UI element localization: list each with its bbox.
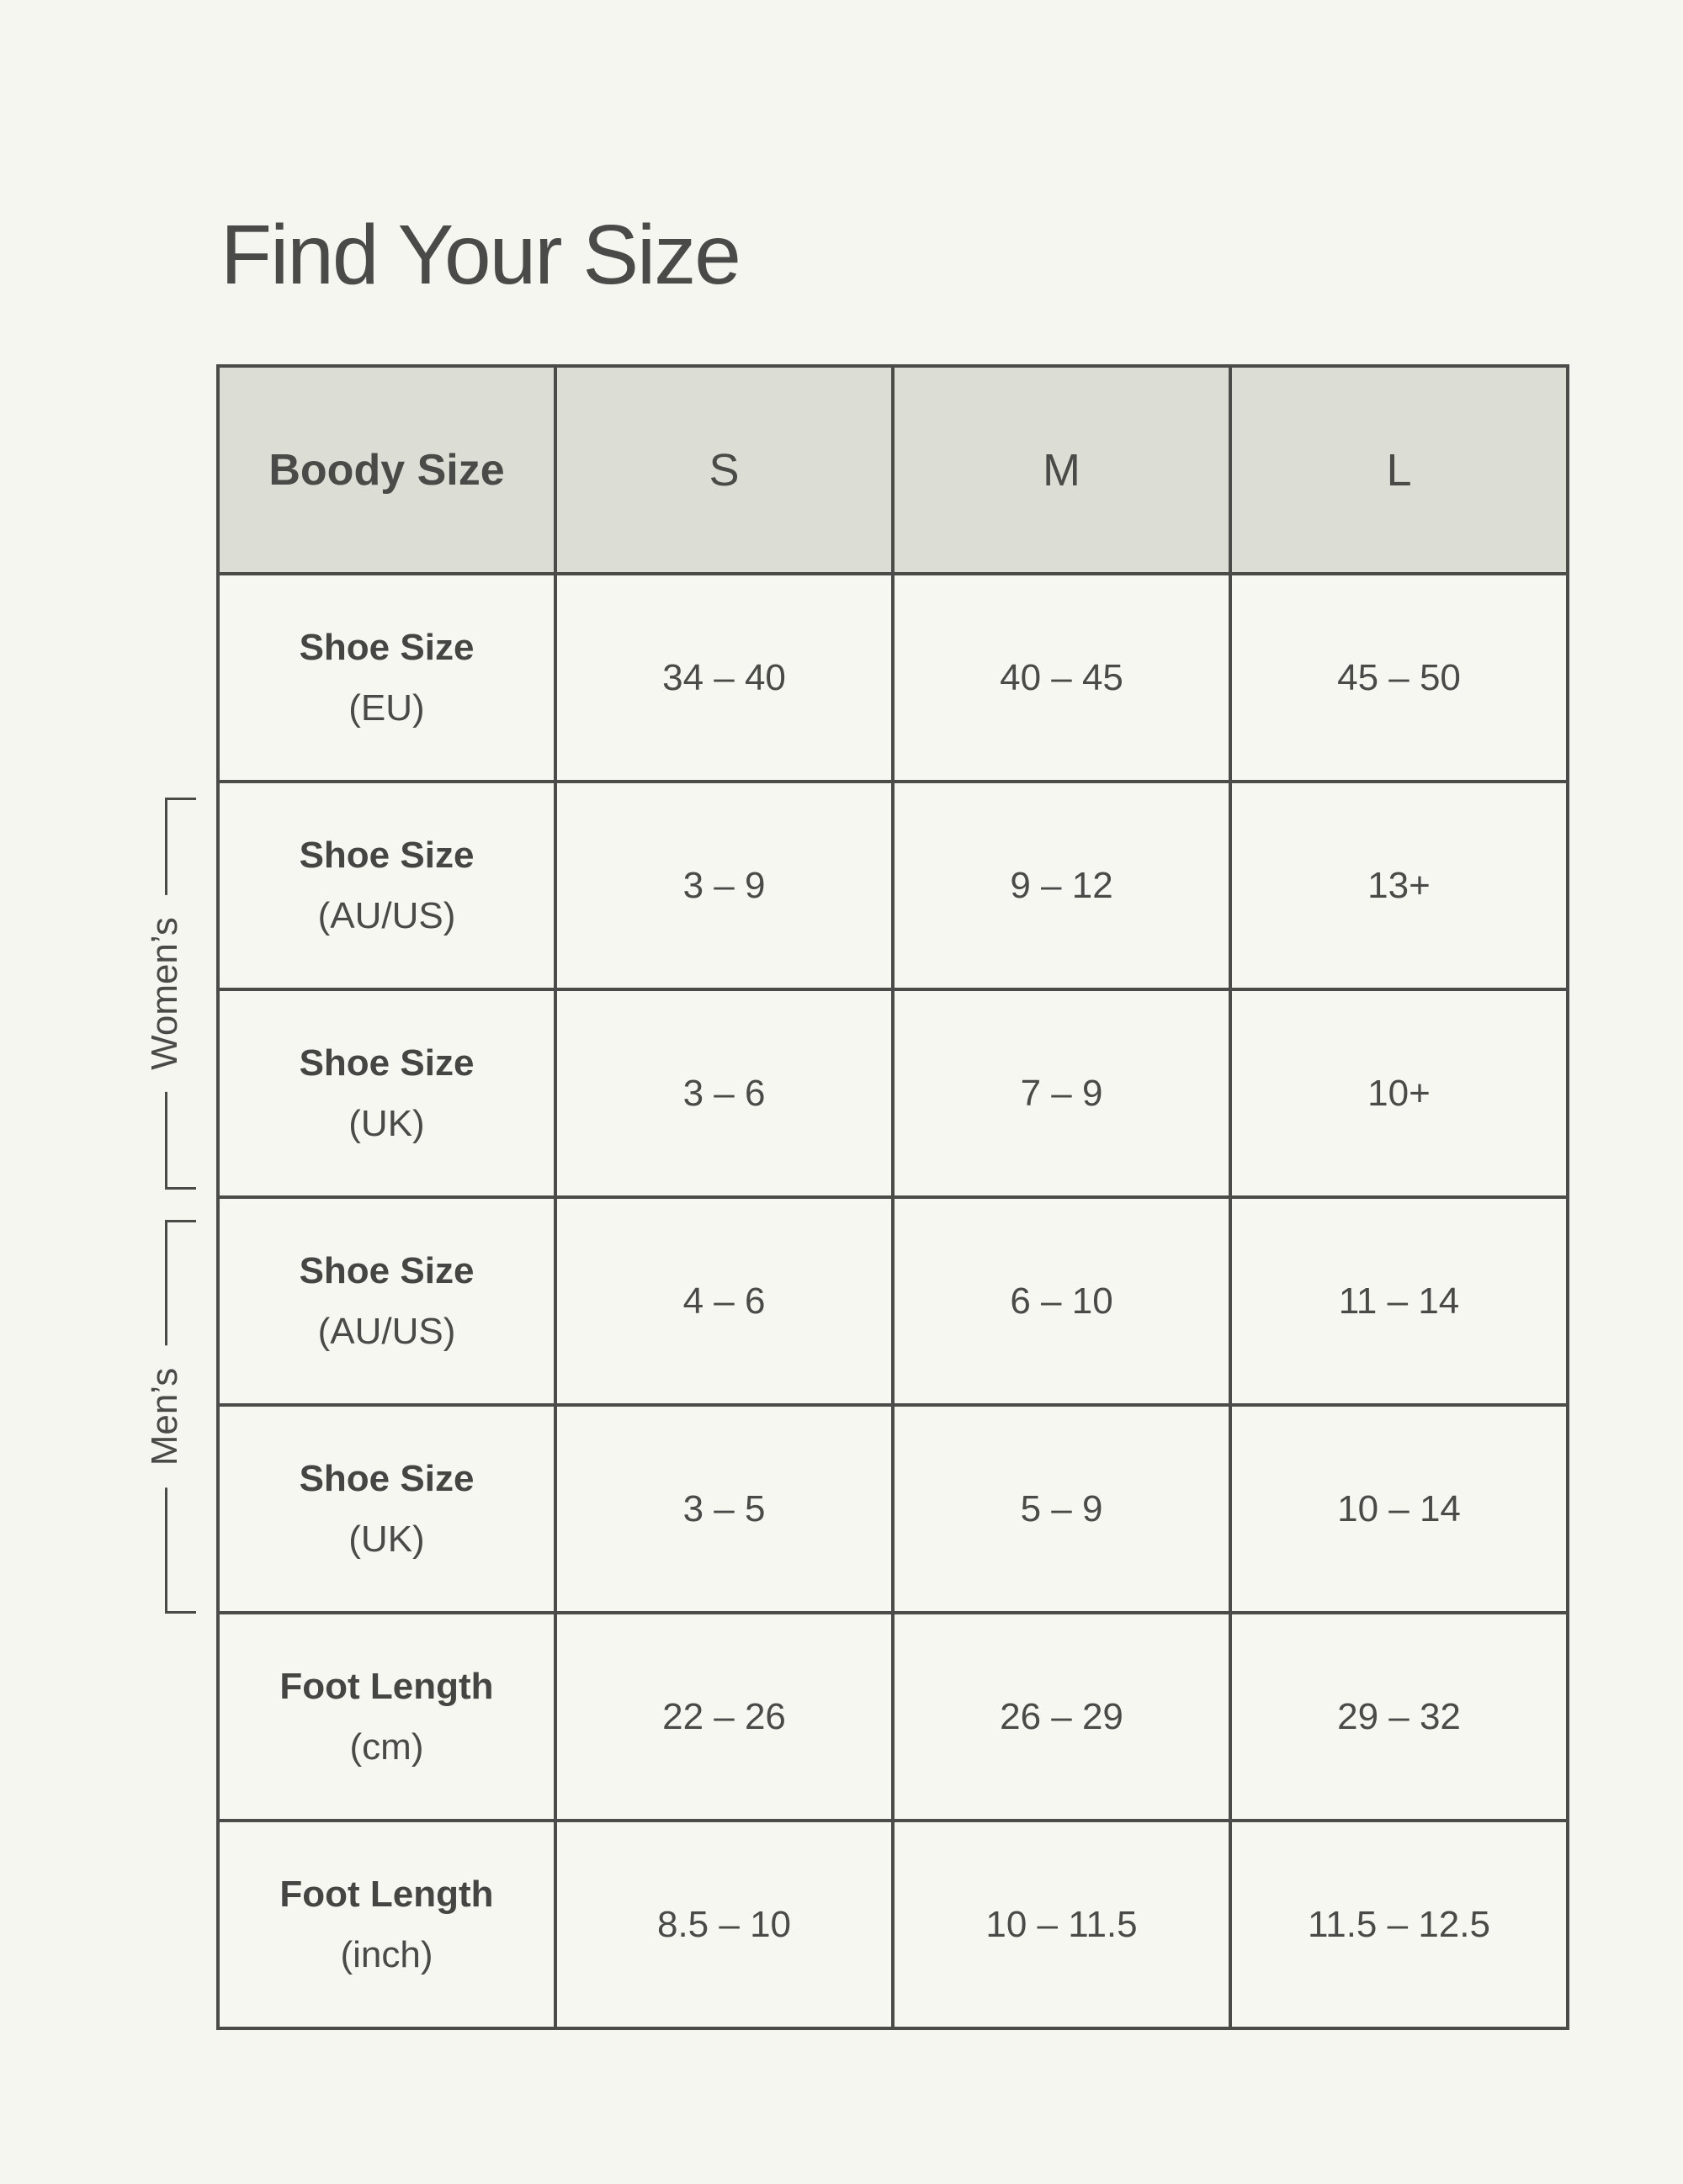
cell-value: 6 – 10 — [891, 1195, 1232, 1407]
row-shoe-size-uk-mens: Shoe Size (UK) 3 – 5 5 – 9 10 – 14 — [216, 1403, 1569, 1614]
cell-value: 3 – 9 — [554, 780, 895, 991]
cell-value: 29 – 32 — [1229, 1611, 1569, 1822]
size-chart-table: Boody Size S M L Shoe Size (EU) 34 – 40 … — [216, 364, 1569, 2030]
row-foot-length-cm: Foot Length (cm) 22 – 26 26 – 29 29 – 32 — [216, 1611, 1569, 1822]
row-shoe-size-auus-mens: Shoe Size (AU/US) 4 – 6 6 – 10 11 – 14 — [216, 1195, 1569, 1407]
cell-value: 7 – 9 — [891, 988, 1232, 1199]
mens-group-bracket: Men’s — [135, 1220, 196, 1614]
row-label-cell: Shoe Size (EU) — [216, 572, 557, 783]
row-unit: (AU/US) — [317, 894, 456, 936]
row-unit: (UK) — [348, 1518, 425, 1560]
cell-value: 11.5 – 12.5 — [1229, 1819, 1569, 2030]
cell-value: 4 – 6 — [554, 1195, 895, 1407]
header-cell-size-m: M — [891, 364, 1232, 575]
header-cell-size-l: L — [1229, 364, 1569, 575]
row-label: Foot Length — [279, 1666, 494, 1707]
row-label-cell: Shoe Size (UK) — [216, 988, 557, 1199]
row-unit: (cm) — [349, 1725, 424, 1768]
cell-value: 26 – 29 — [891, 1611, 1232, 1822]
row-unit: (inch) — [340, 1933, 433, 1975]
size-l-label: L — [1386, 444, 1412, 496]
cell-value: 9 – 12 — [891, 780, 1232, 991]
row-label: Shoe Size — [299, 835, 475, 876]
row-label-cell: Foot Length (cm) — [216, 1611, 557, 1822]
cell-value: 10 – 11.5 — [891, 1819, 1232, 2030]
header-cell-size-s: S — [554, 364, 895, 575]
womens-group-label: Women’s — [135, 895, 195, 1092]
row-unit: (EU) — [348, 686, 425, 729]
cell-value: 13+ — [1229, 780, 1569, 991]
cell-value: 40 – 45 — [891, 572, 1232, 783]
size-m-label: M — [1043, 444, 1080, 496]
cell-value: 3 – 5 — [554, 1403, 895, 1614]
cell-value: 11 – 14 — [1229, 1195, 1569, 1407]
womens-group-bracket: Women’s — [135, 798, 196, 1190]
cell-value: 34 – 40 — [554, 572, 895, 783]
row-shoe-size-auus-womens: Shoe Size (AU/US) 3 – 9 9 – 12 13+ — [216, 780, 1569, 991]
row-label-cell: Foot Length (inch) — [216, 1819, 557, 2030]
cell-value: 3 – 6 — [554, 988, 895, 1199]
row-unit: (AU/US) — [317, 1310, 456, 1352]
row-label-cell: Shoe Size (AU/US) — [216, 1195, 557, 1407]
header-row: Boody Size S M L — [216, 364, 1569, 575]
cell-value: 22 – 26 — [554, 1611, 895, 1822]
mens-group-label: Men’s — [135, 1345, 195, 1488]
row-shoe-size-eu: Shoe Size (EU) 34 – 40 40 – 45 45 – 50 — [216, 572, 1569, 783]
header-cell-boody-size: Boody Size — [216, 364, 557, 575]
row-unit: (UK) — [348, 1102, 425, 1144]
row-label-cell: Shoe Size (AU/US) — [216, 780, 557, 991]
row-label: Shoe Size — [299, 1458, 475, 1499]
row-label: Foot Length — [279, 1874, 494, 1915]
header-label: Boody Size — [268, 445, 505, 495]
size-s-label: S — [709, 444, 740, 496]
row-label: Shoe Size — [299, 627, 475, 668]
cell-value: 8.5 – 10 — [554, 1819, 895, 2030]
cell-value: 10+ — [1229, 988, 1569, 1199]
row-label: Shoe Size — [299, 1250, 475, 1291]
row-foot-length-inch: Foot Length (inch) 8.5 – 10 10 – 11.5 11… — [216, 1819, 1569, 2030]
row-label-cell: Shoe Size (UK) — [216, 1403, 557, 1614]
row-shoe-size-uk-womens: Shoe Size (UK) 3 – 6 7 – 9 10+ — [216, 988, 1569, 1199]
cell-value: 45 – 50 — [1229, 572, 1569, 783]
cell-value: 5 – 9 — [891, 1403, 1232, 1614]
page-title: Find Your Size — [220, 208, 741, 302]
cell-value: 10 – 14 — [1229, 1403, 1569, 1614]
row-label: Shoe Size — [299, 1042, 475, 1084]
